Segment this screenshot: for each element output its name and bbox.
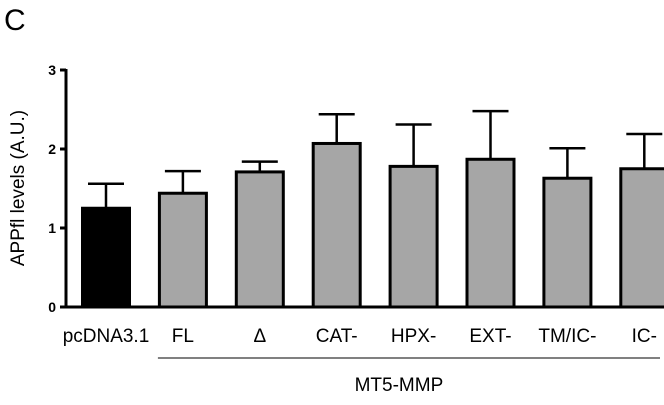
bar-6 — [465, 157, 516, 309]
x-tick-label: CAT- — [316, 326, 358, 347]
x-tick-label: EXT- — [469, 326, 511, 347]
group-label: MT5-MMP — [355, 375, 444, 396]
y-tick-label: 2 — [48, 141, 56, 157]
bar-7 — [542, 176, 593, 309]
bar-1 — [81, 206, 131, 309]
bar-8 — [619, 167, 664, 309]
y-tick-label: 3 — [48, 62, 56, 78]
y-axis-label: APPfl levels (A.U.) — [8, 110, 29, 266]
x-tick-label: FL — [172, 326, 194, 347]
bar-4 — [311, 141, 362, 309]
bar-3 — [234, 170, 285, 309]
bar-2 — [157, 191, 208, 309]
x-tick-label: Δ — [253, 326, 266, 347]
x-tick-label: IC- — [632, 326, 657, 347]
panel-label: C — [4, 4, 26, 37]
group-bracket: MT5-MMP — [157, 357, 660, 396]
y-tick-label: 0 — [48, 299, 56, 315]
x-tick-label: TM/IC- — [538, 326, 596, 347]
x-tick-label: pcDNA3.1 — [63, 326, 150, 347]
x-axis-labels: pcDNA3.1 FL Δ CAT- HPX- EXT- TM/IC- IC- — [63, 326, 657, 347]
x-tick-label: HPX- — [391, 326, 436, 347]
y-tick-label: 1 — [48, 220, 56, 236]
bar-5 — [388, 164, 439, 309]
bars — [81, 109, 664, 309]
